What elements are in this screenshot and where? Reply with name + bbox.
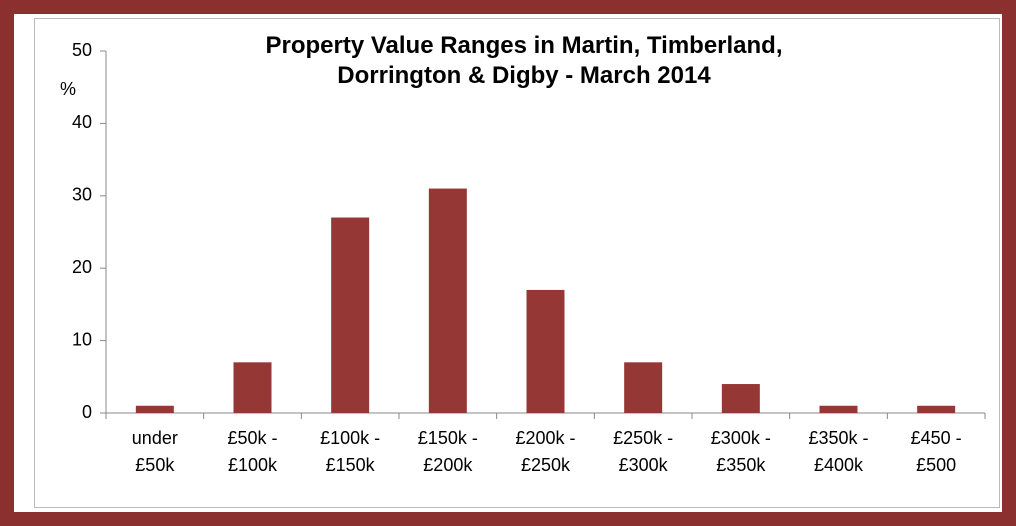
- y-tick-label: 20: [72, 257, 92, 277]
- y-tick-label: 10: [72, 329, 92, 349]
- x-tick-label: £250k - £300k: [613, 428, 674, 475]
- x-tick-label: under £50k: [131, 428, 178, 475]
- x-tick-label: £350k - £400k: [808, 428, 869, 475]
- bar: [917, 405, 956, 413]
- y-tick-label: 50: [72, 40, 92, 60]
- x-tick-label: £450 - £500: [910, 428, 962, 475]
- chart-area: [34, 18, 1000, 508]
- bar: [135, 405, 174, 413]
- bar: [526, 289, 565, 413]
- y-tick-label: 40: [72, 112, 92, 132]
- x-tick-label: £150k - £200k: [417, 428, 478, 475]
- x-tick-label: £100k - £150k: [320, 428, 381, 475]
- chart: % 0 10 20 30 40 50: [60, 40, 986, 422]
- bar: [331, 217, 370, 413]
- x-tick-label: £200k - £250k: [515, 428, 576, 475]
- y-tick-label: 30: [72, 185, 92, 205]
- x-tick-label: £50k - £100k: [227, 428, 278, 475]
- x-tick-label: £300k - £350k: [710, 428, 771, 475]
- bar: [233, 362, 272, 413]
- bar: [428, 188, 467, 413]
- bar: [624, 362, 663, 413]
- y-axis-label: %: [60, 79, 76, 99]
- y-tick-label: 0: [82, 402, 92, 422]
- bar: [721, 384, 760, 413]
- bar: [819, 405, 858, 413]
- chart-title: Property Value Ranges in Martin, Timberl…: [265, 32, 783, 89]
